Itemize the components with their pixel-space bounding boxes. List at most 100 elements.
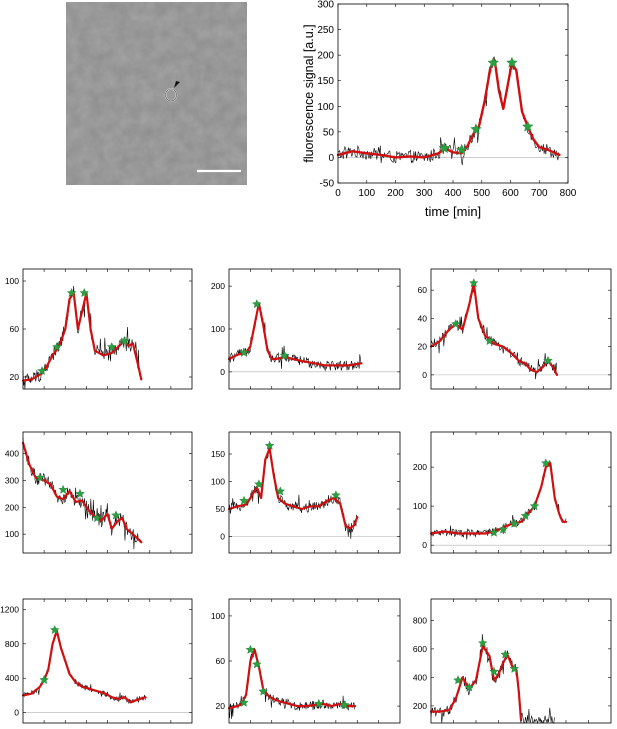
smoothed-trace: [429, 462, 568, 535]
x-tick-label: 400: [445, 188, 462, 199]
smoothed-trace: [21, 441, 143, 544]
x-tick-label: 100: [358, 188, 375, 199]
panel-chart-3: 0 20 40 60: [418, 268, 612, 390]
micrograph: [66, 2, 247, 185]
raw-trace: [22, 630, 146, 704]
peak-marker: [66, 287, 77, 298]
y-tick-label: 0: [220, 367, 225, 377]
raw-trace: [228, 444, 358, 539]
y-tick-label: 200: [413, 701, 427, 711]
plot-frame: [22, 431, 193, 554]
y-tick-label: 50: [323, 127, 335, 138]
peak-marker: [543, 355, 553, 365]
y-tick-label: 1200: [0, 604, 19, 614]
y-tick-label: 200: [211, 281, 225, 291]
peak-marker: [111, 510, 121, 520]
y-tick-label: 60: [10, 324, 20, 334]
y-tick-label: 400: [5, 673, 19, 683]
y-tick-label: 200: [5, 502, 19, 512]
peak-marker: [49, 624, 60, 635]
peak-marker: [75, 488, 85, 498]
plot-frame: [22, 598, 193, 724]
arrowhead-icon: [174, 78, 184, 88]
panel-chart-5: 0 50 100 150: [211, 431, 401, 554]
peak-marker: [522, 120, 534, 132]
y-tick-label: 100: [211, 324, 225, 334]
peak-marker: [484, 335, 495, 346]
y-tick-label: 200: [413, 462, 427, 472]
y-tick-label: 0: [220, 531, 225, 541]
peak-marker: [58, 484, 68, 494]
y-tick-label: 800: [5, 639, 19, 649]
y-tick-label: 150: [317, 76, 334, 87]
y-tick-label: 400: [5, 448, 19, 458]
y-tick-label: 600: [413, 644, 427, 654]
peak-marker: [453, 675, 463, 685]
y-tick-label: 60: [216, 656, 226, 666]
peak-marker: [529, 501, 540, 511]
peak-marker: [252, 659, 262, 669]
peak-marker: [455, 143, 468, 155]
peak-marker: [451, 319, 461, 329]
peak-marker: [92, 512, 102, 523]
panel-chart-2: 0 100 200: [211, 268, 401, 390]
y-tick-label: -50: [320, 179, 335, 190]
panel-chart-1: 20 60 100: [5, 268, 193, 390]
y-tick-label: 20: [10, 372, 20, 382]
y-tick-label: 20: [216, 701, 226, 711]
peak-marker: [258, 686, 268, 696]
x-tick-label: 200: [387, 188, 404, 199]
panel-chart-9: 200 400 600 800: [413, 598, 612, 725]
panel-chart-6: 0 100 200: [413, 431, 612, 554]
y-tick-label: 0: [14, 708, 19, 718]
plot-frame: [430, 598, 612, 724]
x-tick-label: 600: [502, 188, 519, 199]
x-tick-label: 0: [335, 188, 341, 199]
peak-marker: [275, 486, 286, 496]
peak-marker: [498, 524, 508, 534]
y-tick-label: 100: [211, 476, 225, 486]
y-tick-label: 50: [216, 504, 226, 514]
y-tick-label: 400: [413, 672, 427, 682]
panel-chart-8: 20 60 100: [211, 598, 401, 724]
raw-trace: [430, 460, 567, 540]
y-tick-label: 300: [5, 475, 19, 485]
peak-marker: [489, 666, 499, 676]
peak-marker: [39, 674, 49, 685]
y-axis-label: fluorescence signal [a.u.]: [302, 24, 316, 162]
peak-marker: [252, 299, 262, 309]
y-tick-label: 40: [418, 313, 428, 323]
y-tick-label: 100: [317, 102, 334, 113]
peak-marker: [487, 56, 499, 68]
peak-marker: [279, 350, 290, 360]
smoothed-trace: [21, 291, 143, 382]
peak-marker: [478, 638, 488, 648]
peak-marker: [331, 490, 341, 500]
peak-marker: [264, 440, 275, 450]
plot-frame: [22, 268, 193, 390]
y-tick-label: 0: [422, 540, 427, 550]
peak-marker: [51, 341, 62, 352]
y-tick-label: 100: [211, 611, 225, 621]
x-axis-label: time [min]: [425, 204, 481, 219]
smoothed-trace: [227, 648, 357, 710]
peak-marker: [509, 518, 519, 528]
peak-marker: [509, 663, 519, 673]
peak-marker: [339, 699, 350, 710]
y-tick-label: 0: [328, 153, 334, 164]
peak-marker: [37, 365, 47, 376]
smoothed-trace: [227, 447, 359, 530]
peak-marker: [119, 335, 130, 346]
peak-marker: [239, 347, 249, 357]
peak-marker: [489, 527, 499, 537]
peak-marker: [254, 479, 264, 489]
peak-marker: [438, 142, 451, 154]
smoothed-trace: [227, 302, 363, 367]
peak-marker: [314, 698, 324, 708]
y-tick-label: 800: [413, 615, 427, 625]
y-tick-label: 20: [418, 342, 428, 352]
y-tick-label: 200: [317, 51, 334, 62]
y-tick-label: 100: [5, 276, 19, 286]
y-tick-label: 0: [422, 370, 427, 380]
